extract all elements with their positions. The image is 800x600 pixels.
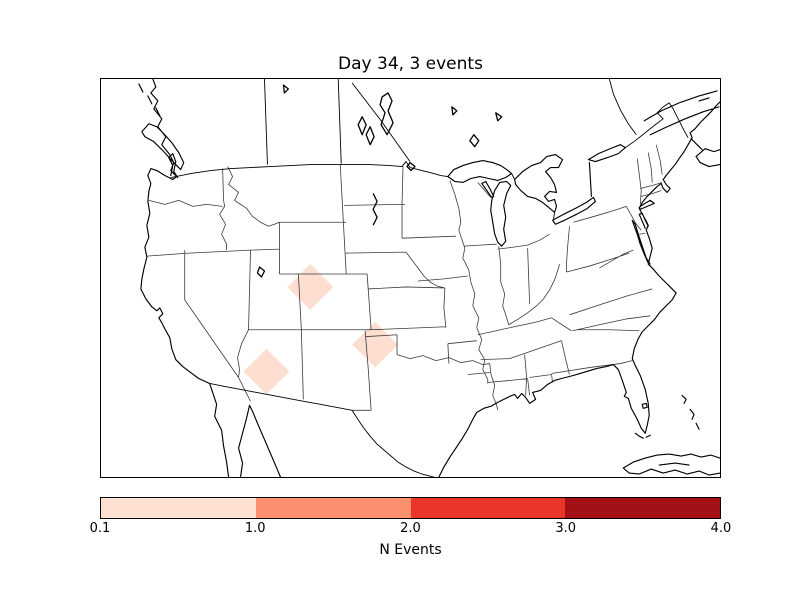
great-lakes — [447, 144, 626, 247]
colorbar-ticks: 0.1 1.0 2.0 3.0 4.0 — [90, 521, 732, 539]
small-lakes — [256, 84, 503, 278]
colorbar-segment — [565, 498, 720, 518]
colorbar-tick-label: 3.0 — [555, 521, 577, 536]
colorbar-tick-label: 1.0 — [244, 521, 266, 536]
colorbar-tick-label: 2.0 — [400, 521, 421, 536]
state-borders — [146, 144, 663, 411]
colorbar — [100, 497, 721, 519]
colorbar-tick-label: 4.0 — [710, 521, 732, 536]
colorbar-segment — [101, 498, 256, 518]
plot-title: Day 34, 3 events — [338, 54, 483, 74]
colorbar-axis-label: N Events — [379, 542, 442, 558]
colorbar-segment — [410, 498, 566, 518]
country-borders — [170, 79, 689, 477]
event-markers-group — [243, 264, 399, 395]
us-map — [138, 79, 720, 477]
event-marker — [243, 348, 290, 395]
colorbar-tick-label: 0.1 — [89, 521, 111, 536]
event-marker — [287, 264, 334, 310]
colorbar-segment — [255, 498, 411, 518]
coastline — [138, 79, 720, 477]
event-marker — [352, 321, 399, 368]
map-plot — [100, 78, 721, 478]
